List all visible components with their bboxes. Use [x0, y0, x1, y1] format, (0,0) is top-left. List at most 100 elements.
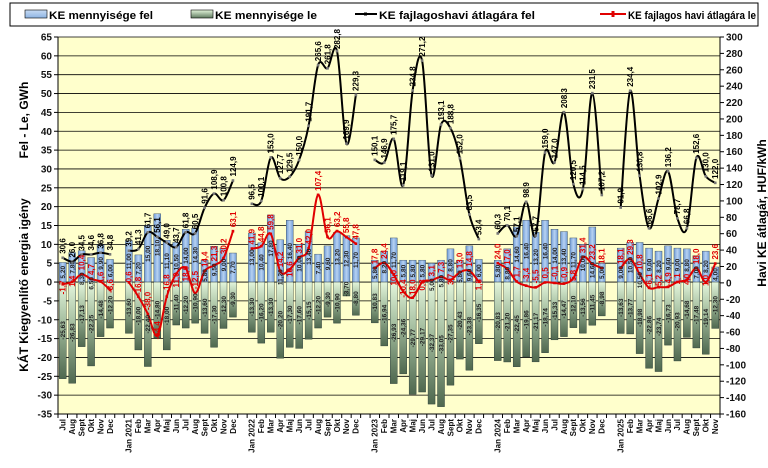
fel-price-point-label: 147,0: [550, 138, 559, 159]
bar-le: [210, 281, 218, 348]
right-tick-label: 0: [726, 278, 732, 289]
x-tick-label: Sept: [569, 419, 578, 437]
right-tick-label: -140: [726, 393, 746, 404]
bar-label-fel: 5,80: [419, 264, 426, 277]
fel-price-marker: [458, 156, 462, 160]
le-price-point-label: -0,9: [560, 266, 569, 280]
bar-label-le: -25,63: [60, 321, 67, 340]
bar-label-le: -12,20: [183, 295, 190, 314]
fel-price-point-label: 261,8: [323, 44, 332, 65]
le-price-point-label: -4,9: [664, 272, 673, 286]
le-price-marker: [335, 229, 339, 233]
le-price-point-label: 1,7: [512, 266, 521, 278]
bar-le: [191, 281, 199, 324]
fel-price-point-label: 108,9: [210, 169, 219, 190]
bar-le: [711, 281, 719, 329]
x-tick-label: Apr: [645, 419, 654, 433]
le-price-point-label: 107,4: [314, 170, 323, 191]
bar-le: [560, 281, 568, 337]
bar-label-le: -15,33: [552, 301, 559, 320]
le-price-marker: [156, 334, 159, 337]
left-tick-label: 20: [41, 202, 53, 213]
bar-label-fel: 5,80: [400, 264, 407, 277]
right-axis-title: Havi KE átlagár, HUF/kWh: [755, 139, 768, 286]
fel-price-point-label: 271,2: [418, 36, 427, 57]
bar-label-le: -26,83: [69, 323, 76, 342]
bar-le: [342, 281, 351, 297]
left-tick-label: 10: [41, 240, 53, 251]
bar-label-fel: 9,00: [675, 258, 682, 271]
bar-label-fel: 9,60: [325, 257, 332, 270]
x-tick-label: Feb: [626, 419, 635, 433]
fel-price-marker: [184, 230, 187, 234]
le-price-marker: [250, 247, 254, 250]
fel-price-point-label: 43,7: [172, 227, 181, 243]
fel-price-point-label: 152,0: [456, 134, 465, 155]
fel-price-marker: [345, 142, 348, 145]
bar-label-fel: 11,70: [391, 252, 398, 268]
left-tick-label: 15: [41, 221, 53, 232]
bar-label-fel: 14,60: [514, 246, 521, 263]
bar-label-le: -17,30: [287, 305, 294, 324]
bar-le: [77, 281, 86, 347]
fel-price-point-label: 60,3: [494, 213, 503, 229]
fel-price-marker: [430, 174, 433, 177]
bar-label-fel: 11,20: [278, 269, 285, 285]
bar-label-le: -18,00: [136, 306, 143, 325]
x-tick-label: Jul: [427, 419, 436, 431]
x-tick-label: Sept: [446, 419, 455, 437]
fel-price-point-label: 34,8: [106, 234, 115, 250]
le-price-point-label: 31,4: [579, 237, 588, 253]
bar-le: [579, 281, 587, 334]
le-price-point-label: -16,8: [134, 276, 143, 295]
fel-price-point-label: 119,1: [399, 161, 408, 181]
bar-le: [683, 281, 691, 338]
fel-price-marker: [316, 63, 320, 67]
bar-le: [437, 281, 445, 407]
le-price-marker: [543, 281, 547, 284]
le-price-marker: [146, 312, 150, 316]
x-tick-label: Jun: [172, 419, 181, 433]
bar-label-fel: 7,80: [69, 261, 76, 274]
fel-price-marker: [534, 234, 537, 237]
fel-price-marker: [695, 156, 698, 160]
x-tick-label: Jan 2022: [248, 418, 257, 452]
le-price-point-label: 16,6: [286, 261, 295, 277]
le-price-point-label: 13,0: [456, 252, 465, 268]
fel-price-marker: [439, 123, 443, 126]
le-price-point-label: 7,3: [437, 261, 446, 273]
bar-label-le: -13,30: [268, 298, 275, 317]
right-tick-label: 160: [726, 147, 743, 158]
fel-price-marker: [137, 247, 140, 251]
fel-price-point-label: 231,5: [588, 69, 597, 90]
bar-label-le: -3,70: [344, 281, 351, 296]
bar-label-fel: 5,80: [438, 275, 445, 288]
x-tick-label: Jan 2023: [371, 418, 380, 452]
x-tick-label: Maj: [408, 419, 417, 432]
le-price-point-label: 0,5: [541, 267, 550, 279]
axes: 65605550454035302520151050-5-10-15-20-25…: [38, 33, 747, 421]
x-tick-label: Apr: [522, 419, 531, 433]
bar-label-fel: 5,80: [410, 264, 417, 277]
fel-price-marker: [619, 206, 622, 209]
le-price-marker: [61, 282, 65, 286]
bar-le: [569, 281, 578, 328]
x-tick-label: Dec: [475, 418, 484, 433]
right-tick-label: -100: [726, 360, 746, 371]
bar-le: [248, 281, 256, 333]
fel-price-point-label: 130,8: [635, 151, 644, 172]
legend-swatch-green: [190, 9, 214, 19]
fel-price-point-label: 146,9: [380, 138, 389, 159]
bar-label-fel: 8,20: [382, 260, 389, 273]
fel-price-marker: [496, 232, 500, 235]
bar-label-le: -20,20: [278, 311, 285, 330]
legend-label: KE fajlagoshavi átlagára fel: [379, 10, 535, 22]
le-price-marker: [99, 280, 102, 283]
x-tick-label: Jun: [418, 419, 427, 433]
x-tick-label: Aug: [437, 419, 446, 435]
fel-price-marker: [553, 161, 556, 164]
right-tick-label: -40: [726, 311, 741, 322]
x-tick-label: Maj: [286, 419, 295, 432]
bar-label-le: -17,60: [296, 306, 303, 325]
bar-le: [446, 281, 455, 386]
